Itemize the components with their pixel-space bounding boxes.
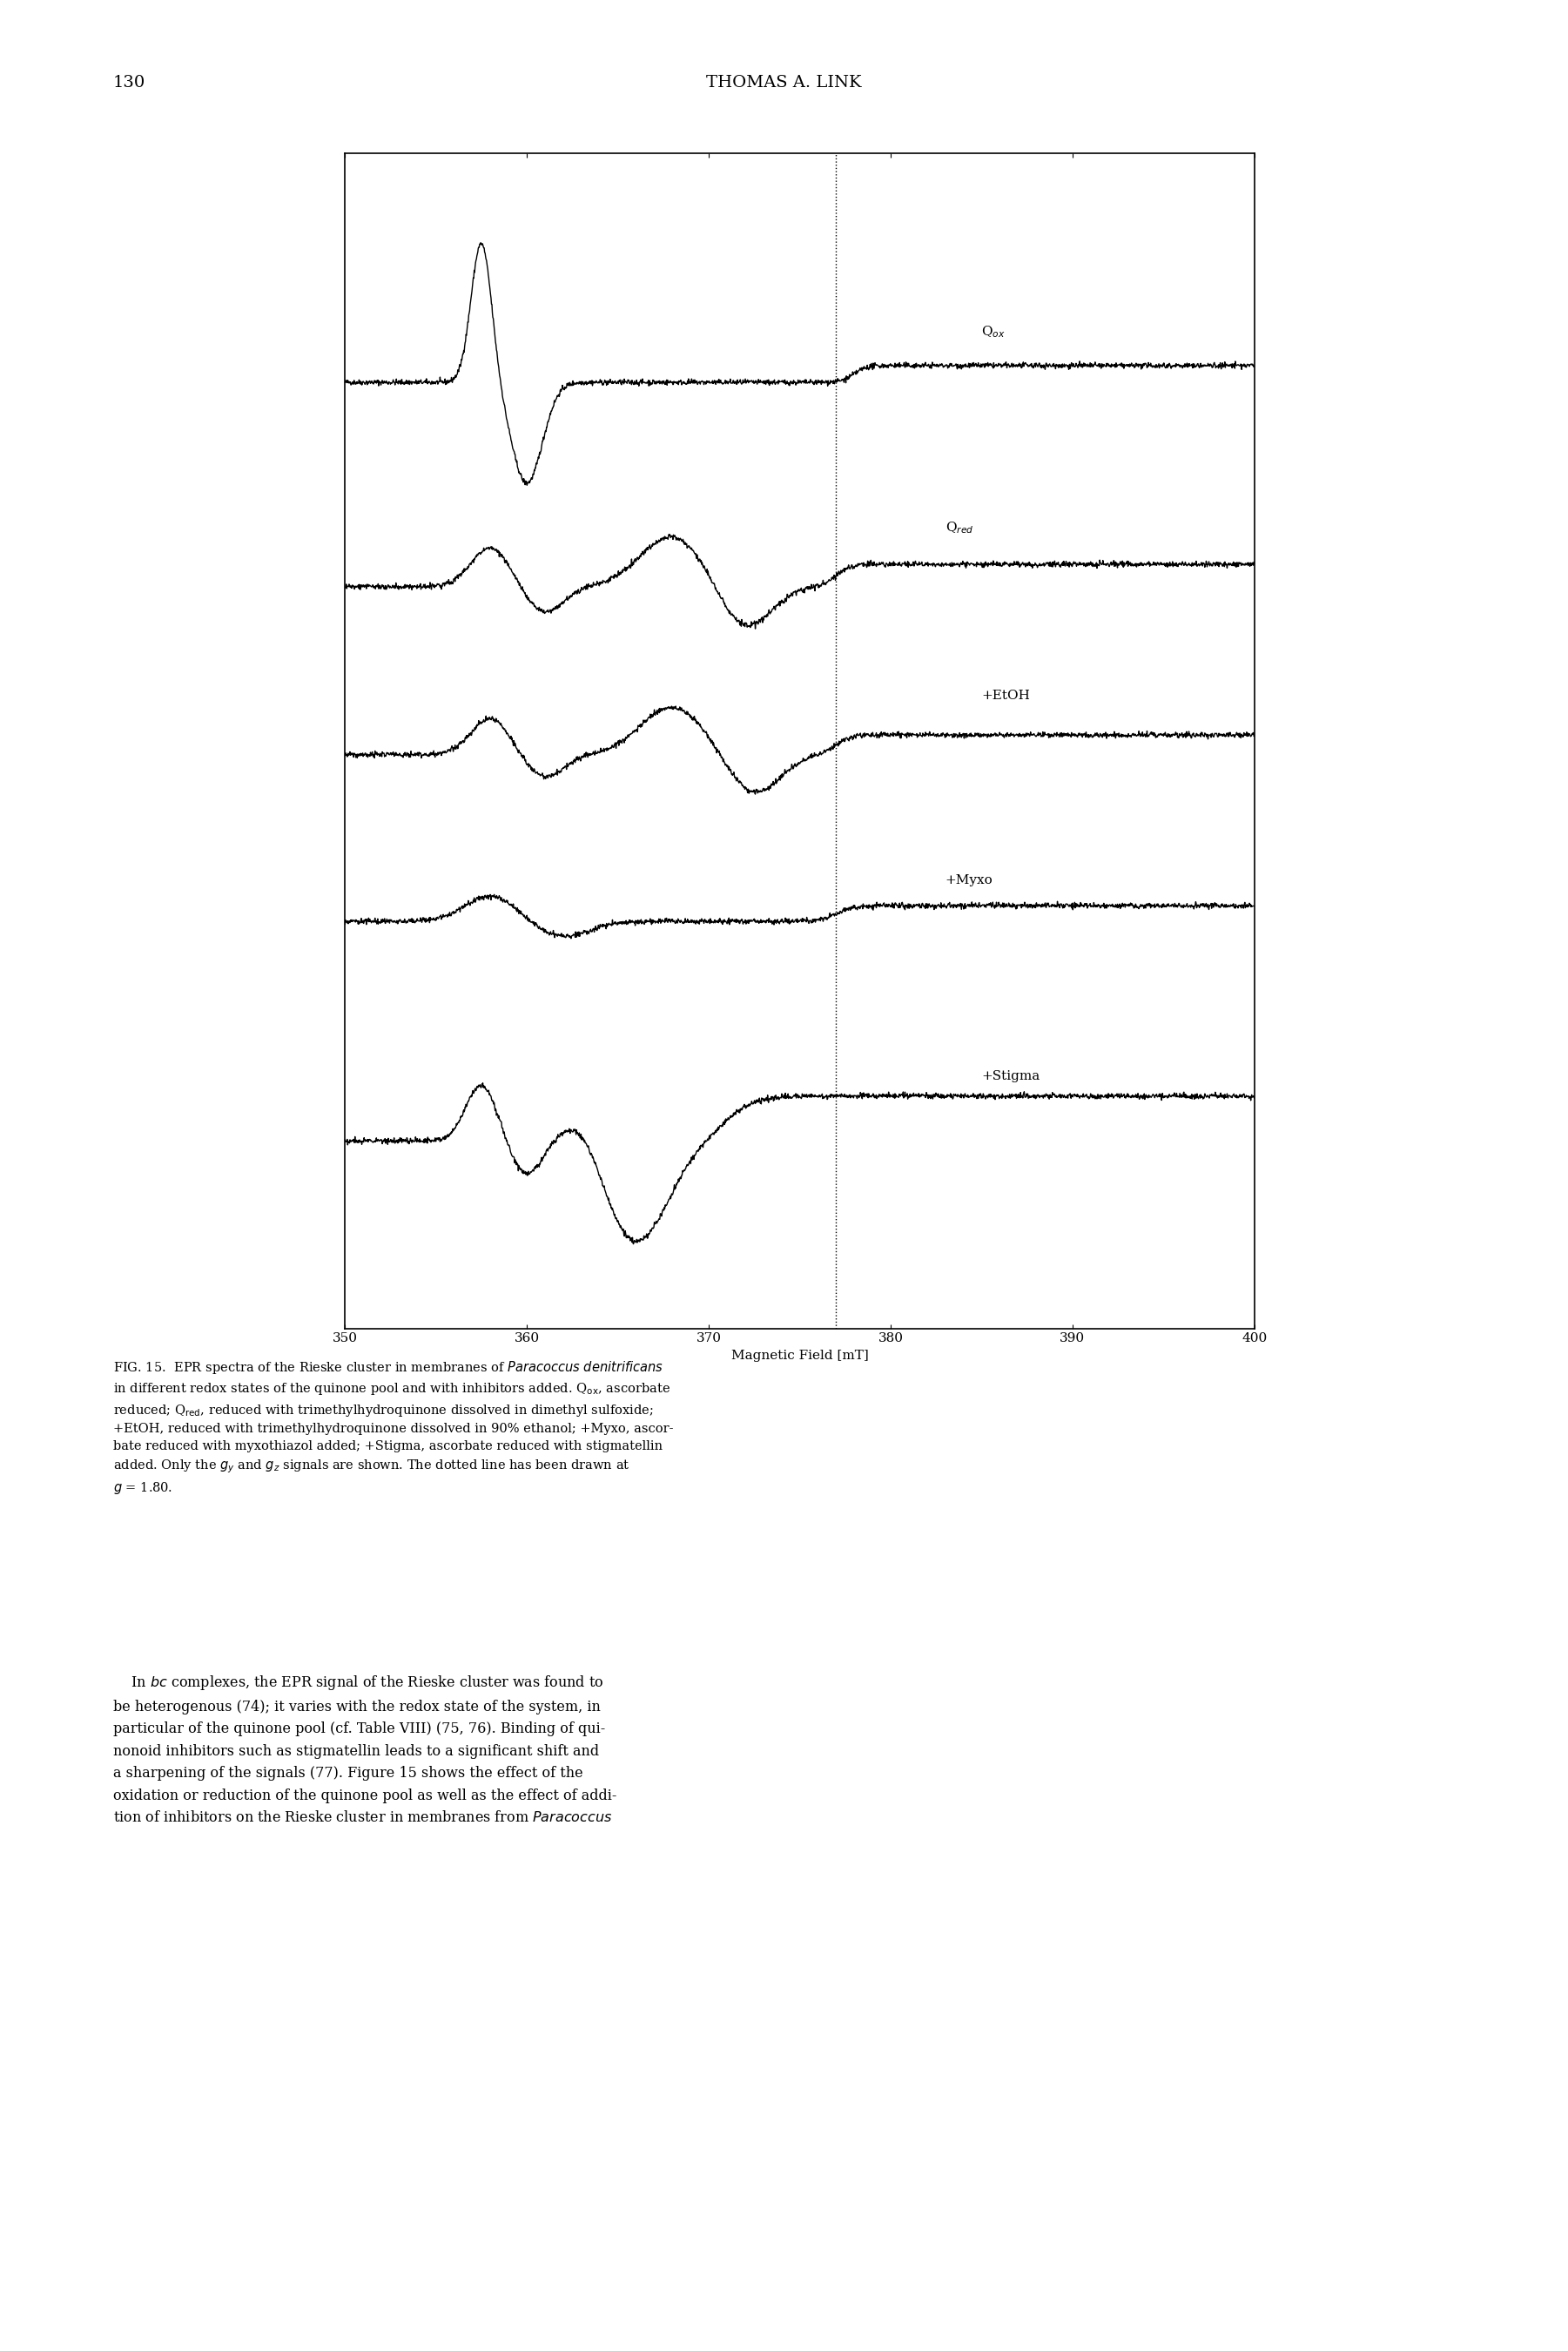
X-axis label: Magnetic Field [mT]: Magnetic Field [mT] [731,1349,869,1361]
Text: THOMAS A. LINK: THOMAS A. LINK [706,75,862,92]
Text: F$\mathregular{IG}$. 15.  EPR spectra of the Rieske cluster in membranes of $\ma: F$\mathregular{IG}$. 15. EPR spectra of … [113,1359,673,1495]
Text: Q$_{ox}$: Q$_{ox}$ [982,324,1005,339]
Text: Q$_{red}$: Q$_{red}$ [946,520,974,536]
Text: +Stigma: +Stigma [982,1070,1040,1081]
Text: +EtOH: +EtOH [982,689,1030,703]
Text: In $\mathit{bc}$ complexes, the EPR signal of the Rieske cluster was found to
be: In $\mathit{bc}$ complexes, the EPR sign… [113,1674,616,1824]
Text: 130: 130 [113,75,146,92]
Text: +Myxo: +Myxo [946,875,993,886]
